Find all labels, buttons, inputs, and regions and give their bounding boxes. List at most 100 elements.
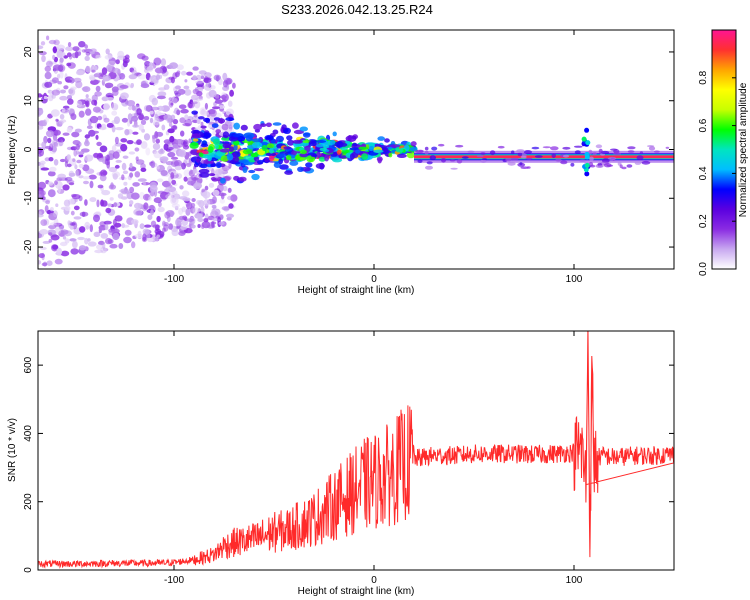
spectrogram-cell [137, 230, 142, 238]
spectrogram-cell [138, 114, 145, 121]
spectrogram-cell [40, 219, 48, 227]
spectrogram-cell [100, 246, 107, 254]
spectrogram-cell [104, 224, 109, 231]
spectrogram-cell [68, 172, 76, 177]
spectrogram-cell [122, 60, 128, 68]
spectrogram-cell [171, 179, 177, 185]
spectrogram-cell [170, 160, 180, 168]
spectrogram-cell [238, 176, 247, 182]
spectrogram-cell [221, 165, 230, 172]
spectrogram-cell [135, 156, 139, 162]
spectrogram-cell [134, 233, 143, 239]
spectrogram-cell [467, 150, 475, 154]
spectrogram-cell [111, 171, 121, 178]
spectrogram-cell [156, 165, 160, 170]
spectrogram-cell [81, 211, 86, 217]
spectrogram-cell [409, 146, 418, 152]
spectrogram-cell [438, 143, 445, 147]
spectrogram-cell [38, 93, 43, 98]
spectrogram-cell [207, 155, 212, 162]
spectrogram-cell [148, 75, 158, 84]
spectrogram-cell [205, 117, 211, 124]
spectrogram-cell [176, 70, 181, 75]
spectrogram-cell [72, 46, 80, 52]
spectrogram-cell [151, 97, 158, 106]
spectrogram-cell [58, 120, 64, 125]
spectrogram-cell [40, 190, 46, 196]
spectrogram-cell [396, 148, 404, 153]
spectrogram-cell [384, 138, 390, 143]
spectrogram-cell [78, 151, 85, 155]
spectrogram-cell [648, 146, 656, 151]
spectrogram-cell [598, 148, 603, 154]
spectrogram-cell [127, 119, 131, 127]
spectrogram-cell [232, 82, 236, 89]
spectrogram-cell [542, 146, 551, 149]
spectrogram-cell [40, 246, 47, 250]
spectrogram-cell [98, 158, 105, 162]
spectrogram-cell [92, 65, 98, 71]
spectrogram-cell [143, 116, 150, 121]
spectrogram-cell [60, 250, 70, 257]
spectrogram-cell [330, 139, 336, 145]
spectrogram-cell [123, 236, 132, 244]
spectrogram-cell [128, 74, 137, 80]
spectrogram-cell [38, 108, 44, 116]
spectrogram-cell [84, 154, 94, 162]
spectrogram-cell [157, 91, 167, 97]
spectrogram-cell [242, 166, 248, 173]
spectrogram-cell [94, 91, 102, 97]
spectrogram-cell [170, 76, 175, 84]
spectrogram-cell [121, 190, 130, 195]
spectrogram-cell [117, 193, 124, 199]
spectrogram-cell [196, 90, 203, 97]
spectrogram-cell [115, 59, 120, 65]
spectrogram-cell [213, 74, 221, 81]
spectrogram-cell [276, 153, 287, 158]
spectrogram-cell [441, 158, 446, 163]
spectrogram-cell [44, 157, 50, 162]
spectrogram-cell [192, 138, 199, 142]
spectrogram-cell [62, 132, 70, 136]
spectrogram-cell [165, 193, 174, 200]
spectrogram-cell [269, 147, 274, 154]
spectrogram-cell [59, 114, 65, 120]
spectrogram-cell [190, 101, 198, 105]
spectrogram-cell [89, 180, 94, 189]
spectrogram-cell [48, 39, 57, 45]
spectrogram-cell [84, 140, 90, 147]
spectrogram-cell [59, 89, 66, 94]
spectrogram-cell [97, 184, 104, 189]
spectrogram-cell [174, 205, 179, 211]
spectrogram-cell [211, 217, 219, 222]
spectrogram-cell [131, 69, 137, 76]
spectrogram-cell [57, 81, 62, 85]
spectrogram-cell [266, 143, 275, 149]
spectrogram-cell [613, 152, 622, 156]
spectrogram-cell [70, 146, 77, 151]
spectrogram-cell [66, 163, 72, 168]
snr-x-tick-label: -100 [164, 575, 184, 586]
spectrogram-cell [41, 141, 47, 149]
spectrogram-cell [225, 108, 234, 116]
spectrogram-cell [100, 233, 109, 239]
spectrogram-cell [56, 247, 63, 256]
spectrogram-cell [600, 150, 610, 155]
spectrogram-cell [137, 178, 147, 182]
colorbar-ticks: 0.0 0.2 0.4 0.6 0.8 [698, 70, 736, 276]
spectrogram-cell [196, 213, 204, 219]
spectrogram-cell [181, 162, 186, 170]
spectrogram-cell [130, 192, 140, 200]
spectrogram-cell [168, 223, 174, 230]
spectrogram-cell [142, 228, 150, 235]
spectrogram-cell [171, 125, 177, 130]
spectrogram-cell [200, 143, 209, 148]
spectrogram-cell [186, 162, 192, 168]
spectrogram-cell [184, 79, 188, 83]
spectrogram-cell [214, 169, 223, 176]
spectrogram-cell [54, 258, 63, 265]
spectrogram-cell [111, 86, 119, 93]
spectrogram-cell [257, 159, 264, 165]
spectrogram-cell [75, 143, 81, 151]
spectrogram-cell [198, 200, 205, 208]
